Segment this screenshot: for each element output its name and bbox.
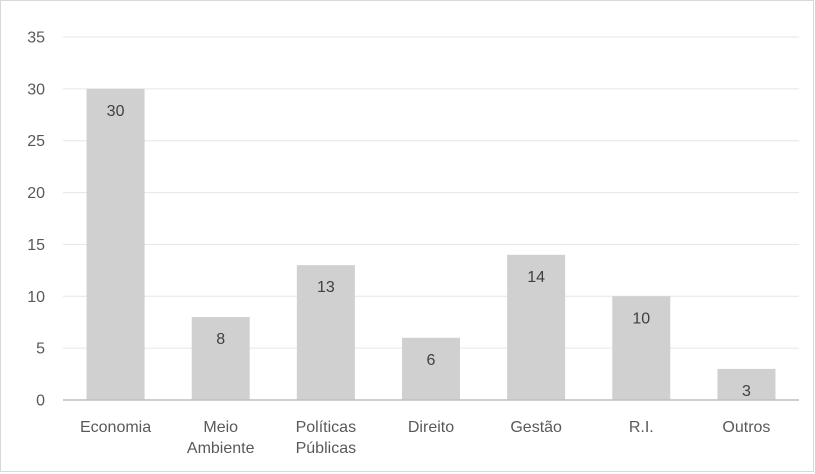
category-label-0: Economia [80, 419, 151, 436]
data-label-1: 8 [216, 331, 225, 348]
gridlines [63, 36, 799, 349]
data-label-0: 30 [107, 103, 125, 120]
category-label-3: Direito [408, 419, 454, 436]
x-category-labels: Economia Meio Ambiente Políticas Públicas Dir… [80, 419, 770, 457]
bar-0 [86, 88, 145, 400]
data-label-5: 10 [632, 310, 650, 327]
y-tick-label-5: 5 [36, 341, 45, 358]
category-label-6: Outros [722, 419, 770, 436]
category-label-1: Meio Ambiente [187, 419, 255, 457]
y-tick-label-30: 30 [27, 81, 45, 98]
y-tick-label-0: 0 [36, 393, 45, 410]
y-tick-labels: 0 5 10 15 20 25 30 35 [27, 30, 45, 410]
y-tick-label-35: 35 [27, 30, 45, 47]
data-labels: 30 8 13 6 14 10 3 [107, 103, 751, 400]
category-label-5: R.I. [629, 419, 654, 436]
y-tick-label-20: 20 [27, 185, 45, 202]
bar-3 [402, 337, 460, 400]
bar-5 [612, 296, 671, 400]
bar-4 [507, 254, 566, 400]
data-label-6: 3 [742, 383, 751, 400]
bar-6 [717, 368, 776, 400]
y-tick-label-15: 15 [27, 237, 45, 254]
category-label-4: Gestão [510, 419, 562, 436]
data-label-4: 14 [527, 269, 545, 286]
y-tick-label-10: 10 [27, 289, 45, 306]
data-label-3: 6 [427, 352, 436, 369]
y-tick-label-25: 25 [27, 133, 45, 150]
bar-1 [191, 317, 250, 400]
bars [86, 88, 776, 400]
data-label-2: 13 [317, 279, 335, 296]
bar-2 [296, 265, 355, 400]
category-label-2: Políticas Públicas [296, 419, 356, 457]
